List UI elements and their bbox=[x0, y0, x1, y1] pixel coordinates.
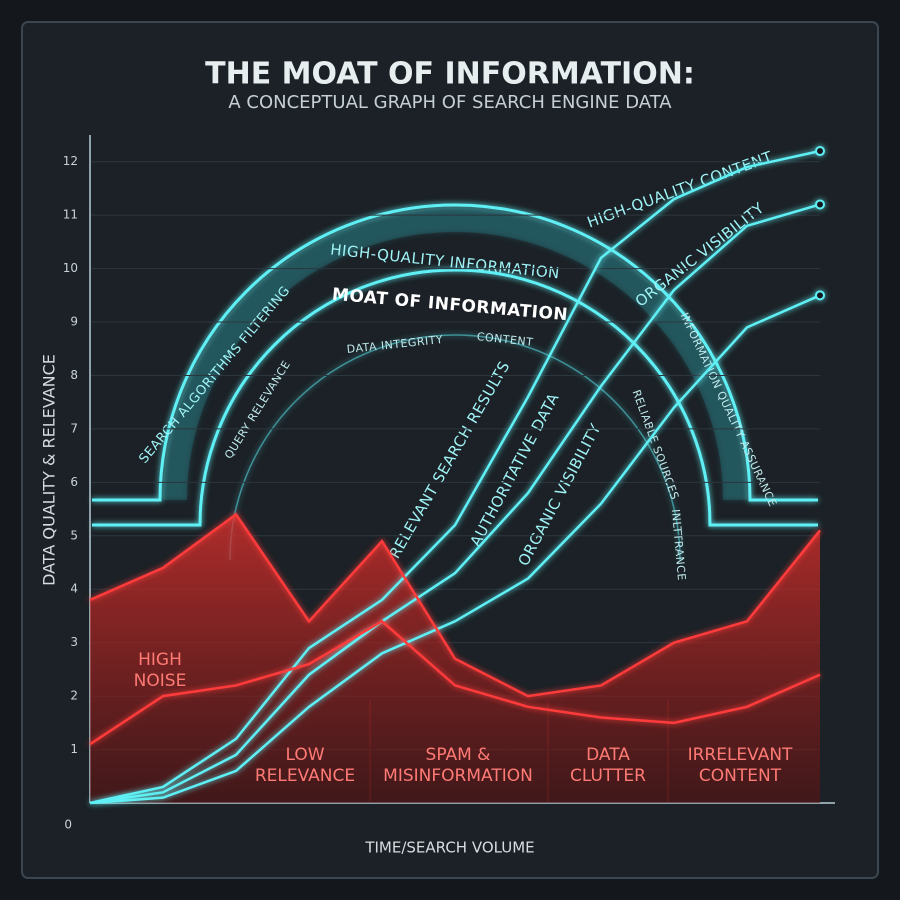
y-tick-label: 10 bbox=[63, 261, 78, 275]
zone-label: SPAM & bbox=[426, 745, 491, 765]
x-axis-label: TIME/SEARCH VOLUME bbox=[364, 839, 534, 857]
annotation: INLTTRANCE bbox=[669, 509, 688, 582]
zone-label: LOW bbox=[285, 745, 324, 765]
end-point bbox=[815, 199, 825, 210]
y-tick-label: 7 bbox=[70, 421, 78, 435]
zone-label: NOISE bbox=[134, 671, 187, 691]
zone-label: IRRELEVANT bbox=[688, 745, 793, 765]
y-axis-label: DATA QUALITY & RELEVANCE bbox=[40, 354, 59, 586]
y-tick-label: 2 bbox=[70, 689, 78, 703]
line bbox=[89, 512, 821, 698]
zone-label: MISINFORMATION bbox=[383, 766, 533, 786]
y-tick-label: 3 bbox=[70, 635, 78, 649]
zone-label: DATA bbox=[586, 745, 630, 765]
y-tick-label: 11 bbox=[63, 208, 78, 222]
y-tick-label: 12 bbox=[63, 154, 78, 168]
end-point bbox=[815, 290, 825, 301]
line bbox=[89, 619, 821, 746]
y-tick-label: 1 bbox=[70, 742, 78, 756]
subtitle: A CONCEPTUAL GRAPH OF SEARCH ENGINE DATA bbox=[228, 92, 672, 113]
line bbox=[89, 294, 821, 805]
y-tick-label: 8 bbox=[70, 368, 78, 382]
line bbox=[89, 203, 821, 805]
zone-label: CONTENT bbox=[699, 766, 782, 786]
moat-arch bbox=[92, 203, 818, 561]
annotation: CONTENT bbox=[476, 330, 534, 349]
end-point bbox=[815, 146, 825, 157]
zone-label: CLUTTER bbox=[570, 766, 646, 786]
series-group bbox=[89, 146, 825, 805]
y-tick-label: 6 bbox=[70, 475, 78, 489]
y-tick-label: 5 bbox=[70, 528, 78, 542]
y-tick-label: 4 bbox=[70, 582, 78, 596]
y-tick-label: 9 bbox=[70, 315, 78, 329]
zone-label: HIGH bbox=[138, 650, 182, 670]
title: THE MOAT OF INFORMATION: bbox=[205, 57, 695, 92]
line bbox=[89, 149, 821, 805]
y-tick-label: 0 bbox=[64, 818, 72, 832]
zone-label: RELEVANCE bbox=[255, 766, 355, 786]
